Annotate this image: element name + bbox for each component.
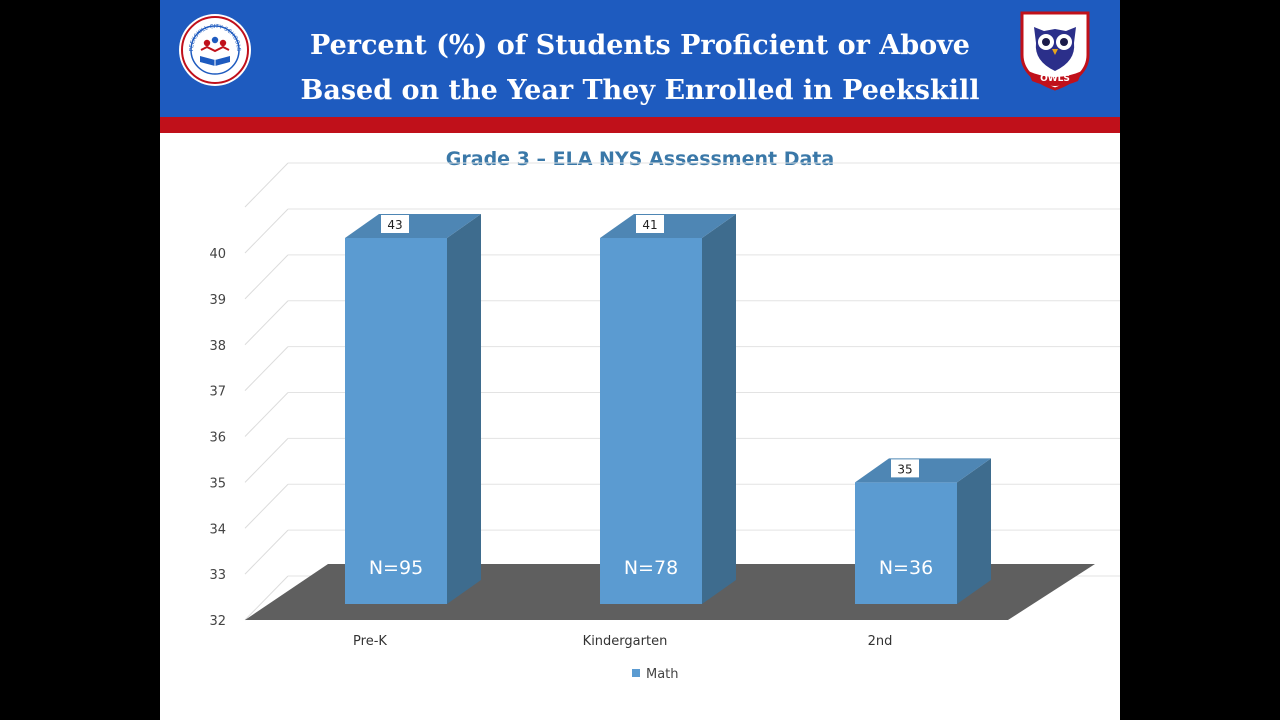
- y-tick-label: 36: [209, 431, 226, 446]
- bar-side: [447, 214, 481, 604]
- bar-front: [345, 238, 447, 604]
- y-axis-ticks: 32 33 34 35 36 37 38 39 40: [209, 247, 226, 629]
- bar-top: [855, 458, 991, 483]
- slide: PEEKSKILL CITY SCHOOLS OWLS Percent (%) …: [160, 0, 1120, 720]
- data-label-box: [891, 459, 919, 478]
- side-wall-gridline: [244, 529, 289, 575]
- bar-front: [600, 238, 702, 604]
- side-wall-gridline: [244, 438, 289, 483]
- y-tick-label: 39: [209, 293, 226, 308]
- side-wall-gridline: [244, 254, 289, 300]
- y-tick-label: 34: [209, 522, 226, 537]
- data-label-box: [381, 215, 409, 233]
- side-wall-gridline: [244, 300, 289, 346]
- bar-side: [957, 458, 991, 604]
- bar-front: [855, 482, 957, 604]
- y-tick-label: 37: [209, 385, 226, 400]
- x-axis-categories: Pre-K Kindergarten 2nd: [353, 634, 892, 649]
- y-tick-label: 33: [209, 568, 226, 583]
- side-wall-gridline: [244, 162, 289, 208]
- bar-top: [345, 214, 481, 238]
- bar-n-label: N=78: [624, 557, 678, 579]
- side-wall-gridline: [244, 392, 289, 437]
- y-tick-label: 40: [209, 247, 226, 262]
- bar-chart: 43 N=95 41 N=78 35 N=36 32 33 34 35 36 37 38 39 40 Pr…: [209, 162, 1120, 682]
- x-category-label: Kindergarten: [583, 634, 668, 649]
- x-category-label: Pre-K: [353, 634, 387, 649]
- school-seal-icon: PEEKSKILL CITY SCHOOLS: [179, 14, 251, 86]
- bar-n-label: N=36: [879, 557, 933, 579]
- side-wall-gridline: [244, 483, 289, 529]
- legend-label: Math: [646, 667, 679, 682]
- data-label: 41: [642, 218, 657, 232]
- slide-title-line-2: Based on the Year They Enrolled in Peeks…: [300, 75, 980, 106]
- data-label: 35: [897, 462, 912, 476]
- side-wall-gridline: [244, 346, 289, 391]
- side-wall-gridline: [244, 575, 289, 621]
- header-red-band: [160, 117, 1120, 133]
- data-label-box: [636, 215, 664, 233]
- side-wall-gridline: [244, 208, 289, 254]
- bar-top: [600, 214, 736, 238]
- slide-header: [160, 0, 1120, 117]
- chart-title: Grade 3 – ELA NYS Assessment Data: [445, 148, 835, 170]
- chart-bars: 43 N=95 41 N=78 35 N=36: [345, 214, 991, 604]
- chart-legend: Math: [632, 667, 679, 682]
- bar-n-label: N=95: [369, 557, 423, 579]
- svg-text:OWLS: OWLS: [1040, 74, 1070, 84]
- x-category-label: 2nd: [868, 634, 893, 649]
- y-tick-label: 32: [209, 614, 226, 629]
- owl-mascot-icon: OWLS: [1020, 11, 1090, 91]
- bar-side: [702, 214, 736, 604]
- y-tick-label: 38: [209, 339, 226, 354]
- slide-title-line-1: Percent (%) of Students Proficient or Ab…: [310, 30, 970, 61]
- legend-swatch: [632, 669, 640, 677]
- data-label: 43: [387, 218, 402, 232]
- y-tick-label: 35: [209, 476, 226, 491]
